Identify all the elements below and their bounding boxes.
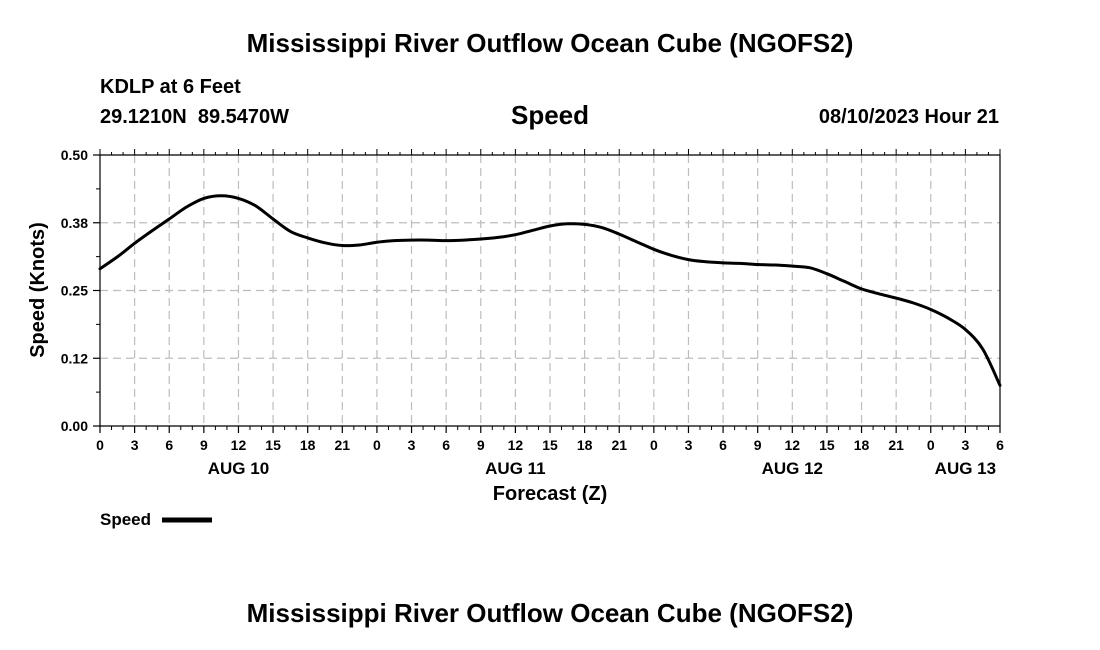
y-tick-label: 0.12 [61,350,88,366]
y-tick-labels: 0.00 0.12 0.25 0.38 0.50 [61,147,88,434]
x-tick-label: 9 [477,437,485,453]
x-tick-label: 3 [408,437,416,453]
station-label: KDLP at 6 Feet [100,76,241,98]
x-tick-label: 0 [650,437,658,453]
x-tick-label: 15 [542,437,558,453]
day-label: AUG 13 [935,459,996,478]
x-tick-labels: 0 3 6 9 12 15 18 21 0 3 6 9 12 15 18 21 0 3 6 9 12 15 18 21 0 3 6 [96,437,1004,453]
x-tick-label: 6 [996,437,1004,453]
x-tick-label: 18 [577,437,593,453]
x-tick-label: 18 [300,437,316,453]
y-tick-label: 0.25 [61,283,88,299]
x-tick-label: 21 [611,437,627,453]
day-label: AUG 10 [208,459,269,478]
x-tick-label: 0 [927,437,935,453]
x-tick-label: 12 [508,437,524,453]
x-axis-title: Forecast (Z) [493,483,607,505]
x-tick-label: 3 [131,437,139,453]
x-tick-label: 21 [888,437,904,453]
x-tick-label: 3 [685,437,693,453]
x-tick-label: 9 [200,437,208,453]
y-tick-label: 0.50 [61,147,88,163]
day-label: AUG 11 [485,459,545,478]
x-tick-label: 6 [719,437,727,453]
series-line-speed [98,194,1002,387]
x-tick-label: 12 [785,437,801,453]
x-tick-label: 3 [961,437,969,453]
day-labels: AUG 10 AUG 11 AUG 12 AUG 13 [208,459,996,478]
x-tick-label: 0 [96,437,104,453]
x-tick-label: 12 [231,437,247,453]
legend-label-speed: Speed [100,510,151,529]
y-axis-title: Speed (Knots) [27,222,49,358]
x-tick-label: 9 [754,437,762,453]
x-tick-label: 21 [335,437,351,453]
plot-frame [99,154,1001,427]
chart-title: Mississippi River Outflow Ocean Cube (NG… [246,28,854,58]
x-tick-label: 15 [819,437,835,453]
x-tick-label: 6 [165,437,173,453]
day-label: AUG 12 [762,459,823,478]
y-tick-label: 0.00 [61,418,88,434]
x-tick-label: 6 [442,437,450,453]
forecast-datetime: 08/10/2023 Hour 21 [818,106,999,128]
x-tick-label: 15 [265,437,281,453]
station-coordinates: 29.1210N 89.5470W [100,106,290,128]
footer-title: Mississippi River Outflow Ocean Cube (NG… [246,598,854,628]
x-tick-label: 18 [854,437,870,453]
y-tick-label: 0.38 [61,215,88,231]
x-tick-label: 0 [373,437,381,453]
chart-subtitle: Speed [510,100,590,130]
